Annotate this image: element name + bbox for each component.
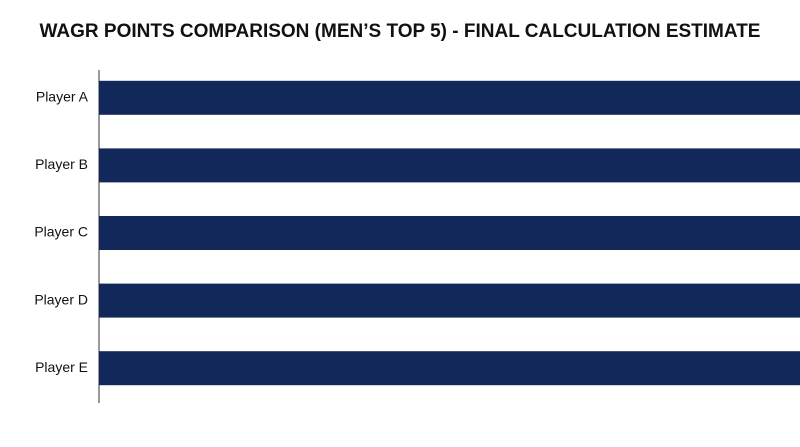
bar-segment (99, 216, 800, 250)
y-tick-label: Player E (35, 359, 88, 375)
y-tick-label: Player D (34, 291, 88, 307)
bar-segment (99, 148, 800, 183)
bar-segment (99, 283, 800, 318)
y-tick-label: Player B (35, 156, 88, 172)
y-tick-label: Player A (36, 89, 89, 105)
bar-segment (99, 351, 800, 386)
bar-segment (99, 80, 800, 115)
y-tick-label: Player C (34, 224, 88, 240)
chart-title: WAGR POINTS COMPARISON (MEN’S TOP 5) - F… (40, 21, 761, 42)
